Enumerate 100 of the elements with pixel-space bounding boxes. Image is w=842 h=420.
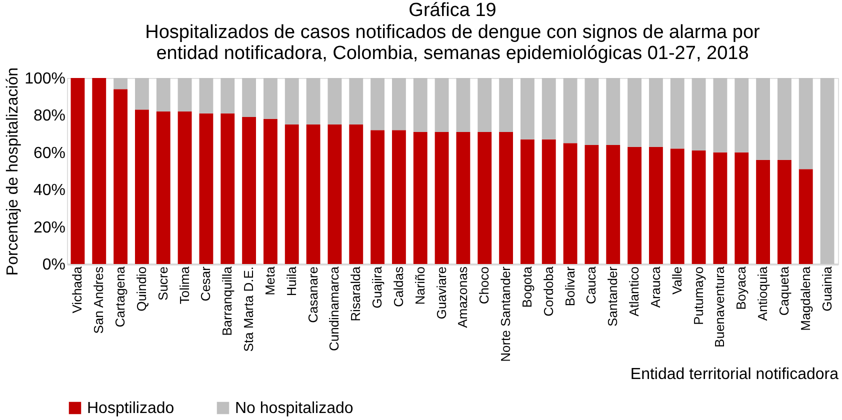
bar <box>606 144 620 264</box>
bar <box>70 78 85 264</box>
bar <box>306 78 320 124</box>
bar <box>649 146 663 264</box>
x-tick-label: Risaralda <box>348 266 364 322</box>
bar <box>199 78 214 114</box>
bar <box>798 78 813 170</box>
x-tick-label: Cordoba <box>540 266 556 316</box>
bar <box>92 78 106 264</box>
bar <box>820 78 834 264</box>
bar <box>798 169 813 264</box>
bar <box>478 132 492 264</box>
x-tick-label: Magdalena <box>798 266 813 331</box>
bar <box>392 78 406 130</box>
x-tick-label: Guaviare <box>434 266 449 320</box>
bar <box>692 150 706 264</box>
bar <box>114 78 128 90</box>
chart-title: Gráfica 19 <box>408 0 496 21</box>
bar <box>135 78 149 110</box>
x-tick-label: Cundinamarca <box>326 266 342 352</box>
x-tick-label: Guajira <box>370 266 385 308</box>
bar <box>413 78 428 132</box>
bar <box>756 160 770 264</box>
y-tick-label: 60% <box>33 144 66 162</box>
y-tick-label: 0% <box>42 256 66 274</box>
y-axis-title: Porcentaje de hospitalización <box>4 67 22 276</box>
x-tick-label: Antioquia <box>755 266 770 321</box>
bar <box>349 124 364 264</box>
bar <box>434 78 449 132</box>
bar <box>713 78 728 152</box>
x-tick-label: Valle <box>669 266 684 294</box>
bar <box>370 78 384 130</box>
y-tick-label: 80% <box>33 108 66 125</box>
bar <box>584 78 599 145</box>
y-tick-label: 20% <box>33 219 66 236</box>
x-tick-label: Atlantico <box>626 266 642 316</box>
bar <box>456 132 470 264</box>
legend-label: No hospitalizado <box>235 400 354 417</box>
x-tick-label: Quindio <box>134 266 149 312</box>
bar <box>135 110 149 264</box>
bar <box>434 132 449 264</box>
bar <box>413 132 428 264</box>
bar <box>349 78 364 124</box>
bar <box>756 78 770 160</box>
bar <box>478 78 492 132</box>
bar <box>542 139 556 264</box>
bar <box>306 124 320 264</box>
bar <box>734 152 749 264</box>
x-tick-label: Cartagena <box>112 266 128 328</box>
bar <box>220 78 235 114</box>
legend-label: Hosptilizado <box>87 400 174 417</box>
x-tick-label: Bolivar <box>562 266 578 306</box>
bar <box>156 111 170 264</box>
bar <box>178 78 192 112</box>
x-tick-label: Caqueta <box>776 266 792 316</box>
bar <box>156 78 170 112</box>
bar <box>606 78 620 145</box>
x-tick-label: Guainia <box>819 266 834 312</box>
x-tick-label: Boyaca <box>734 266 749 310</box>
bar <box>542 78 556 140</box>
y-tick-label: 100% <box>24 70 66 88</box>
bar <box>670 78 684 149</box>
x-tick-label: Caldas <box>390 266 406 307</box>
x-tick-label: Sta Marta D.E. <box>241 266 256 352</box>
bar <box>499 132 513 264</box>
x-tick-label: Cauca <box>584 266 599 304</box>
bar <box>178 111 192 264</box>
bar <box>563 78 578 144</box>
bar <box>520 139 534 264</box>
x-tick-label: Barranquilla <box>220 266 235 336</box>
x-tick-label: San Andres <box>91 266 106 334</box>
bar <box>242 117 256 264</box>
x-tick-label: Casanare <box>305 266 320 323</box>
bar <box>392 130 406 264</box>
bar <box>199 113 214 264</box>
bar <box>692 78 706 151</box>
chart-subtitle: Hospitalizados de casos notificados de dengue con signos de alarma por entidad notificadora, Colombia, semanas epidemiológicas 01-27, 2018 <box>145 22 761 64</box>
x-tick-label: Amazonas <box>455 266 470 328</box>
bar <box>778 78 792 160</box>
x-tick-label: Meta <box>262 266 278 296</box>
bar <box>520 78 534 140</box>
bar <box>220 113 235 264</box>
x-axis-title: Entidad territorial notificadora <box>630 366 839 383</box>
y-tick-label: 40% <box>33 182 66 200</box>
bar <box>264 78 278 119</box>
x-tick-label: Nariño <box>412 266 428 305</box>
bar <box>284 124 299 264</box>
bar <box>563 143 578 264</box>
bar <box>242 78 256 118</box>
x-tick-label: Cesar <box>198 266 214 302</box>
bar <box>328 78 342 124</box>
x-tick-label: Buenaventura <box>712 266 728 348</box>
bar <box>584 144 599 264</box>
x-tick-label: Bogota <box>519 266 534 308</box>
x-tick-label: Sucre <box>155 266 170 300</box>
bar <box>628 146 642 264</box>
x-tick-label: Arauca <box>648 266 663 308</box>
bar <box>264 118 278 264</box>
x-tick-label: Putumayo <box>690 266 706 326</box>
bar <box>370 130 384 264</box>
